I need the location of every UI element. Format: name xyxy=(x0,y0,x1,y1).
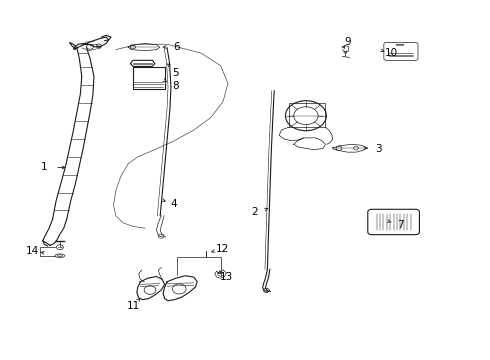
Text: 14: 14 xyxy=(26,246,39,256)
Text: 2: 2 xyxy=(251,207,258,217)
Text: 8: 8 xyxy=(172,81,179,91)
Text: 6: 6 xyxy=(173,42,180,52)
FancyBboxPatch shape xyxy=(133,67,165,89)
Text: 3: 3 xyxy=(375,144,381,154)
Text: 1: 1 xyxy=(41,162,48,172)
Text: 9: 9 xyxy=(344,37,351,48)
Text: 7: 7 xyxy=(397,220,404,230)
FancyBboxPatch shape xyxy=(384,42,418,60)
FancyBboxPatch shape xyxy=(368,209,419,235)
Text: 10: 10 xyxy=(385,48,398,58)
Text: 12: 12 xyxy=(216,244,229,253)
Text: 13: 13 xyxy=(220,272,233,282)
Text: 4: 4 xyxy=(171,199,177,209)
Text: 11: 11 xyxy=(127,301,141,311)
Text: 5: 5 xyxy=(172,68,179,78)
